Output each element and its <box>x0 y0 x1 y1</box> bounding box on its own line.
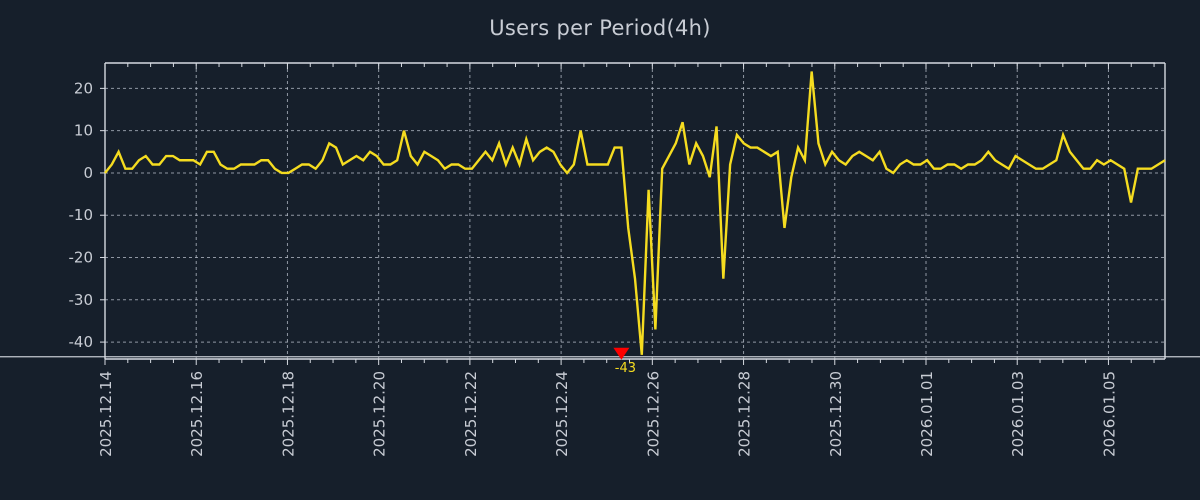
tick-marks <box>100 63 1155 365</box>
y-tick-label: 10 <box>74 122 93 140</box>
x-tick-label: 2026.01.01 <box>918 371 936 457</box>
y-tick-label: 20 <box>74 79 93 97</box>
x-tick-label: 2026.01.05 <box>1100 371 1118 457</box>
x-tick-label: 2025.12.20 <box>371 371 389 457</box>
x-tick-label: 2026.01.03 <box>1009 371 1027 457</box>
x-axis-labels: 2025.12.14 2025.12.16 2025.12.18 2025.12.20… <box>97 371 1118 457</box>
chart-title: Users per Period(4h) <box>489 16 711 40</box>
data-series-line[interactable] <box>104 71 1166 355</box>
y-tick-label: -30 <box>69 291 94 309</box>
axis-frame <box>104 62 1166 360</box>
annotation-label-min: -43 <box>615 361 636 376</box>
y-axis-labels: 20 10 0 -10 -20 -30 -40 <box>69 79 94 351</box>
y-tick-label: -10 <box>69 206 94 224</box>
x-tick-label: 2025.12.30 <box>827 371 845 457</box>
series-line-users[interactable] <box>104 71 1166 355</box>
x-tick-label: 2025.12.14 <box>97 371 115 457</box>
x-tick-label: 2025.12.16 <box>188 371 206 457</box>
x-tick-label: 2025.12.18 <box>279 371 297 457</box>
x-tick-label: 2025.12.28 <box>736 371 754 457</box>
annotation-markers[interactable]: -43 <box>613 347 636 376</box>
x-tick-label: 2025.12.22 <box>462 371 480 457</box>
y-tick-label: -40 <box>69 333 94 351</box>
y-tick-label: -20 <box>69 249 94 267</box>
x-tick-label: 2025.12.24 <box>553 371 571 457</box>
y-tick-label: 0 <box>83 164 93 182</box>
annotation-marker-min[interactable] <box>613 347 630 360</box>
x-tick-label: 2025.12.26 <box>644 371 662 457</box>
grid-lines <box>104 63 1165 359</box>
